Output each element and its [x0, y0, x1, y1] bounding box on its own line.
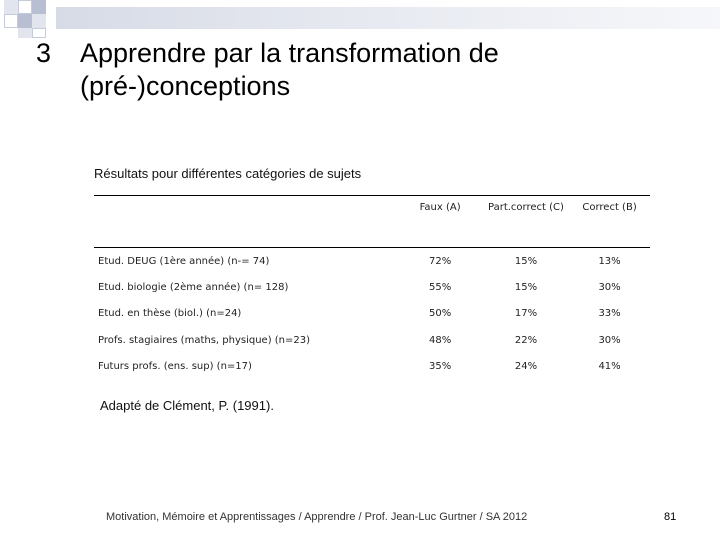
decor-square [32, 28, 46, 38]
cell-faux: 35% [428, 361, 452, 373]
table-row: Futurs profs. (ens. sup) (n=17) 35% 24% … [94, 354, 650, 381]
cell-correct: 33% [598, 308, 621, 320]
decor-square [32, 0, 46, 14]
page-number: 81 [664, 511, 677, 523]
table-row: Etud. en thèse (biol.) (n=24) 50% 17% 33… [94, 301, 650, 328]
row-label: Etud. en thèse (biol.) (n=24) [98, 308, 242, 320]
cell-faux: 55% [428, 281, 452, 293]
decor-square [4, 14, 18, 28]
cell-part-correct: 17% [514, 308, 538, 320]
decor-square [18, 14, 32, 28]
cell-part-correct: 22% [514, 334, 538, 346]
table-caption: Résultats pour différentes catégories de… [94, 166, 362, 181]
table-row: Profs. stagiaires (maths, physique) (n=2… [94, 327, 650, 354]
slide-footer: Motivation, Mémoire et Apprentissages / … [106, 511, 528, 523]
table-row: Etud. DEUG (1ère année) (n-= 74) 72% 15%… [94, 248, 650, 275]
cell-faux: 48% [428, 334, 452, 346]
header-faux: Faux (A) [419, 202, 461, 213]
row-label: Profs. stagiaires (maths, physique) (n=2… [98, 334, 311, 346]
cell-correct: 30% [598, 281, 621, 293]
slide-title-text: Apprendre par la transformation de (pré-… [80, 38, 499, 101]
header-blank [94, 196, 397, 248]
source-citation: Adapté de Clément, P. (1991). [100, 398, 274, 413]
cell-part-correct: 24% [514, 361, 538, 373]
results-table: Faux (A) Part.correct (C) Correct (B) Et… [94, 195, 650, 380]
header-correct: Correct (B) [582, 202, 637, 213]
slide-section-number: 3 [36, 38, 52, 68]
header-gradient-bar [56, 7, 720, 29]
cell-faux: 72% [428, 255, 452, 267]
decor-square [18, 0, 32, 14]
cell-correct: 30% [598, 334, 621, 346]
header-part-correct: Part.correct (C) [488, 202, 564, 213]
row-label: Futurs profs. (ens. sup) (n=17) [98, 361, 252, 373]
decor-square [18, 28, 32, 38]
table-row: Etud. biologie (2ème année) (n= 128) 55%… [94, 274, 650, 301]
cell-faux: 50% [428, 308, 452, 320]
table-header-row: Faux (A) Part.correct (C) Correct (B) [94, 196, 650, 248]
decor-square [32, 14, 46, 28]
row-label: Etud. DEUG (1ère année) (n-= 74) [98, 255, 270, 267]
decor-square [4, 0, 18, 14]
decorative-header-pattern [0, 0, 720, 40]
cell-part-correct: 15% [514, 255, 538, 267]
cell-correct: 13% [598, 255, 621, 267]
cell-part-correct: 15% [514, 281, 538, 293]
slide-title: 3 Apprendre par la transformation de (pr… [30, 37, 670, 103]
cell-correct: 41% [598, 361, 621, 373]
row-label: Etud. biologie (2ème année) (n= 128) [98, 281, 289, 293]
